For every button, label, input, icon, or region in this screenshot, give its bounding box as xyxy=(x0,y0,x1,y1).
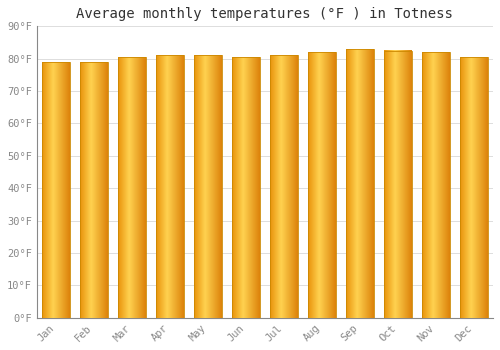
Bar xyxy=(156,55,184,318)
Bar xyxy=(232,57,260,318)
Bar xyxy=(270,55,297,318)
Bar xyxy=(42,62,70,318)
Bar xyxy=(422,52,450,318)
Bar xyxy=(80,62,108,318)
Bar xyxy=(194,55,222,318)
Title: Average monthly temperatures (°F ) in Totness: Average monthly temperatures (°F ) in To… xyxy=(76,7,454,21)
Bar xyxy=(384,51,411,318)
Bar xyxy=(308,52,336,318)
Bar xyxy=(460,57,487,318)
Bar xyxy=(346,49,374,318)
Bar xyxy=(118,57,146,318)
